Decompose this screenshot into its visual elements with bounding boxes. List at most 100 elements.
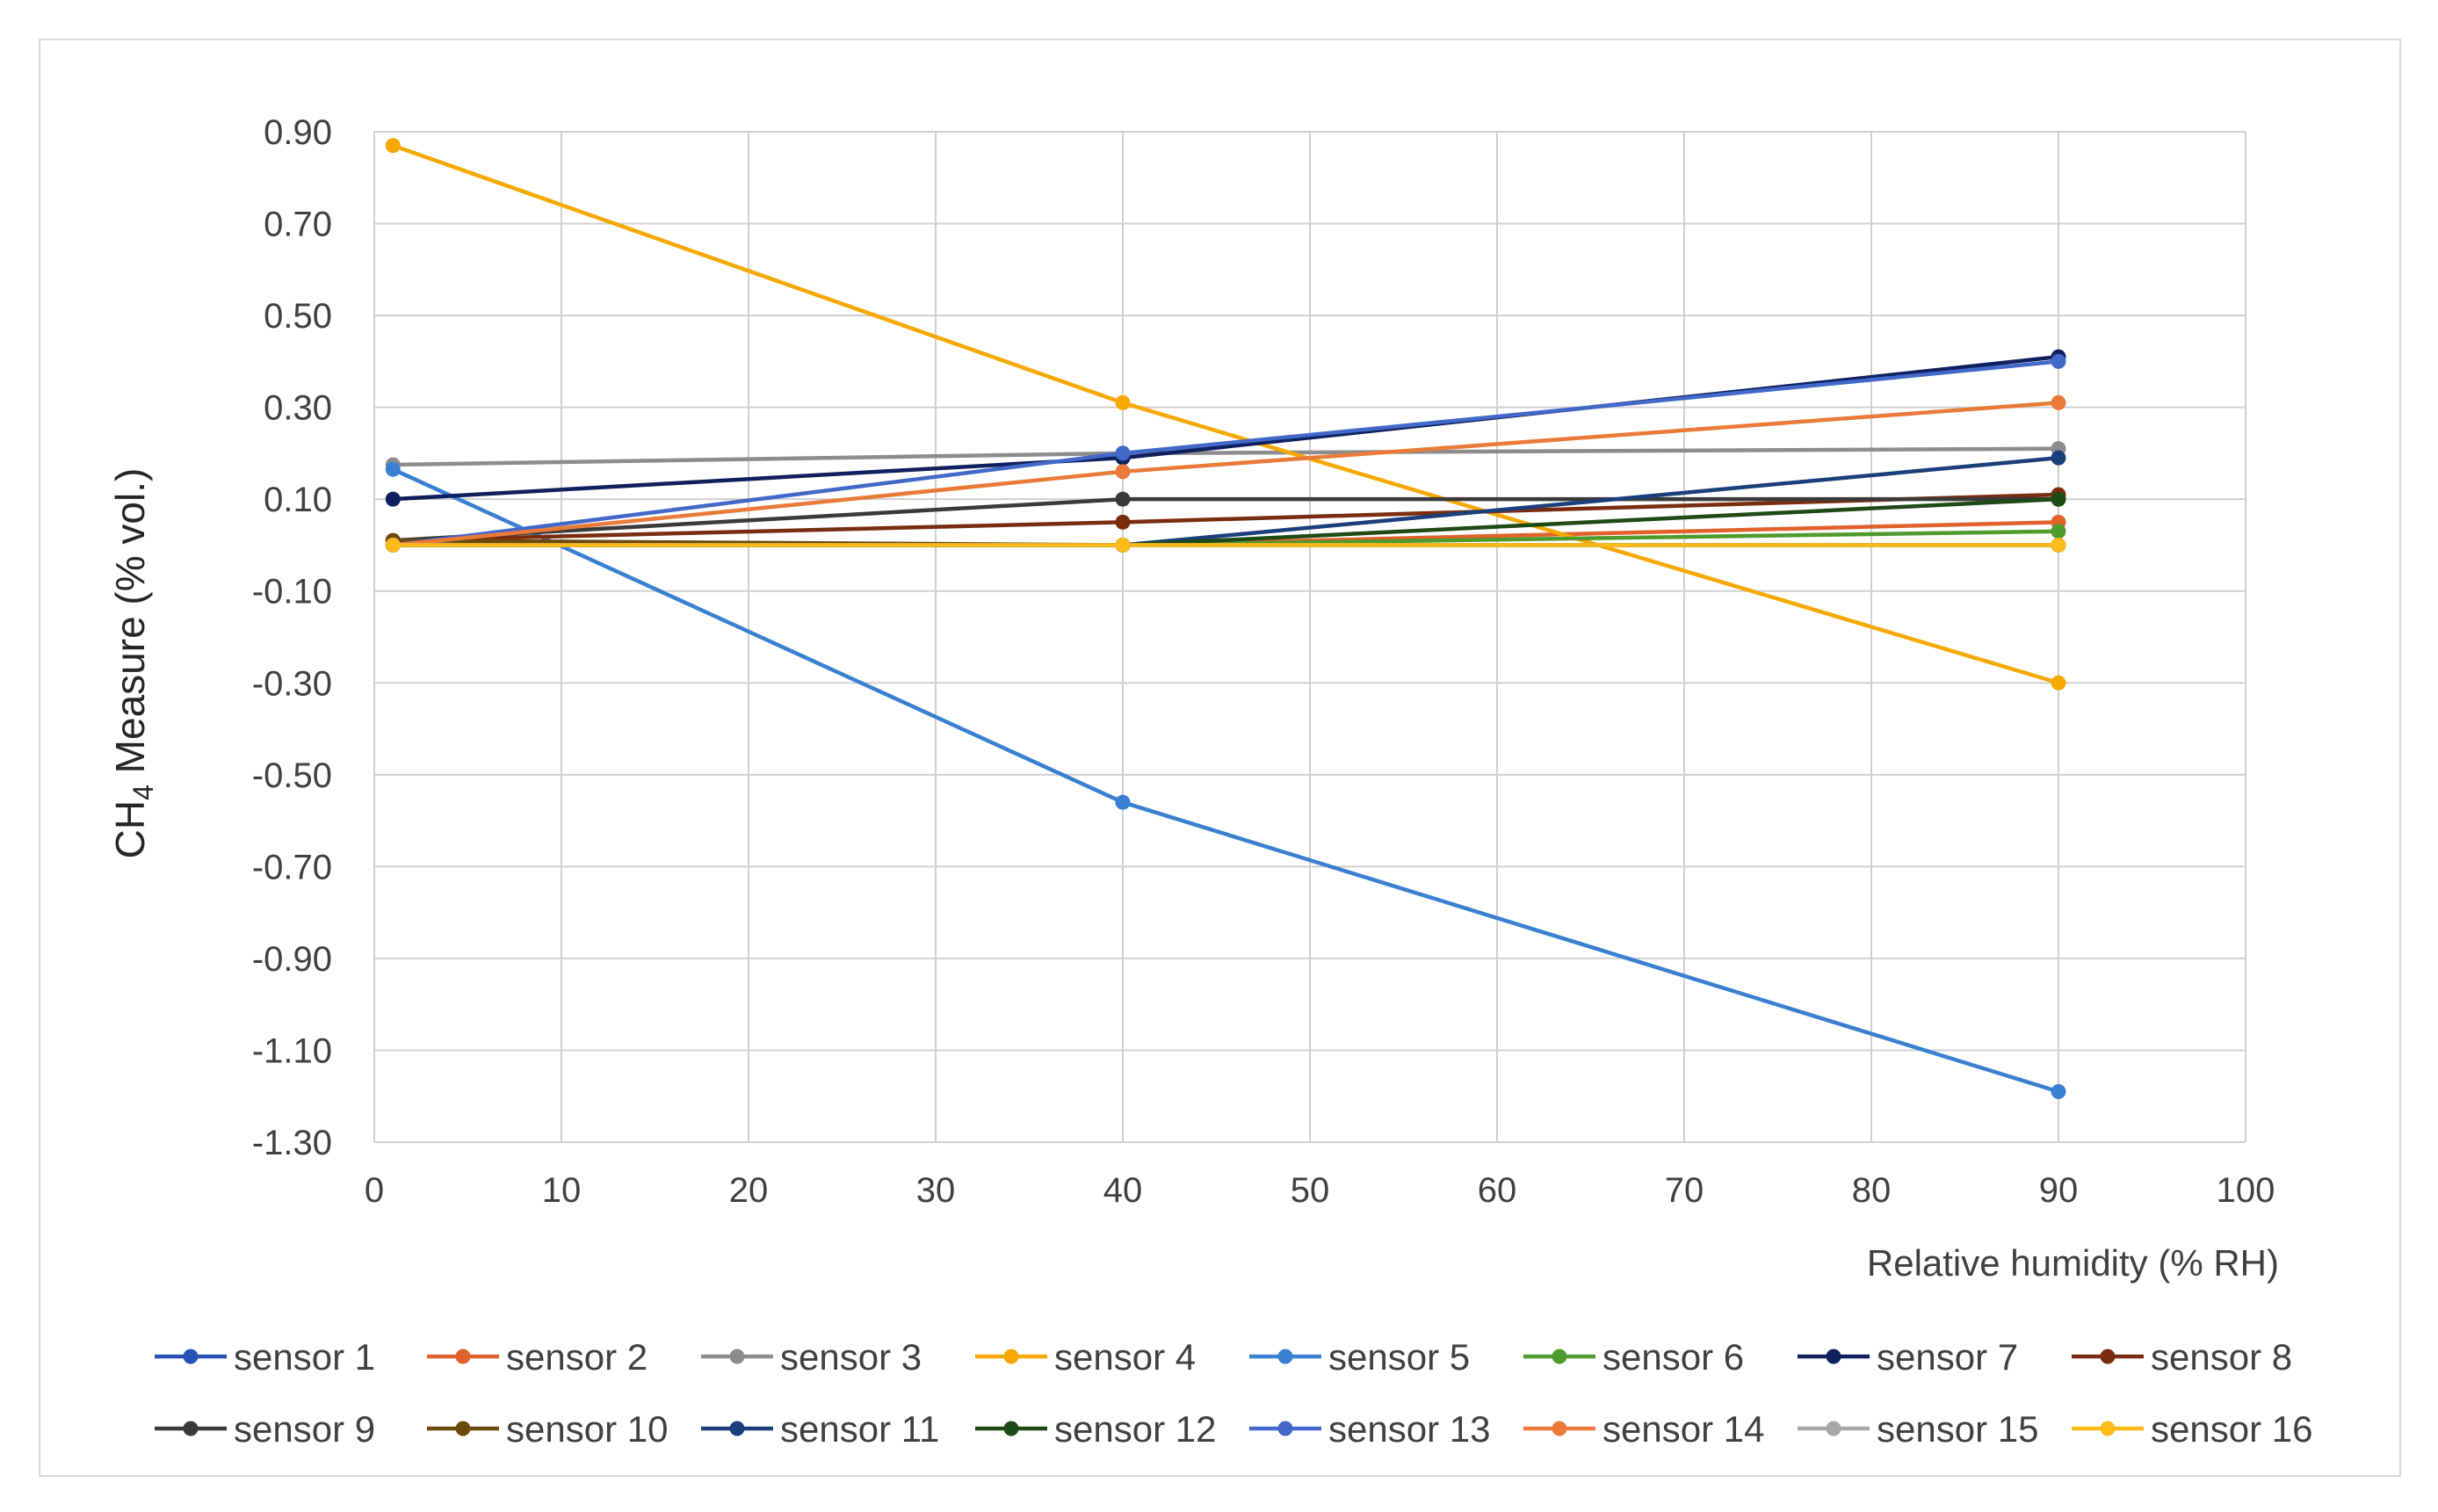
data-point [2051, 1084, 2066, 1099]
legend-item[interactable]: sensor 7 [1798, 1336, 2018, 1378]
legend-label: sensor 15 [1877, 1408, 2038, 1450]
data-point [1115, 514, 1131, 530]
legend-item[interactable]: sensor 16 [2072, 1408, 2312, 1450]
y-tick-label: -1.10 [252, 1031, 332, 1070]
legend-item[interactable]: sensor 6 [1523, 1336, 1744, 1378]
x-tick-label: 100 [2217, 1171, 2275, 1210]
y-tick-label: -1.30 [252, 1124, 332, 1162]
legend-label: sensor 1 [234, 1336, 375, 1378]
legend-swatch-marker [2100, 1349, 2116, 1364]
y-tick-label: -0.70 [252, 848, 332, 886]
legend-item[interactable]: sensor 9 [155, 1408, 375, 1450]
legend-item[interactable]: sensor 11 [701, 1408, 939, 1450]
series-sensor-4 [385, 138, 2066, 691]
series-line [391, 467, 2061, 1094]
data-point [385, 491, 401, 507]
legend-label: sensor 11 [780, 1408, 939, 1450]
data-point [385, 461, 401, 477]
legend-swatch-marker [1003, 1349, 1019, 1364]
y-tick-label: -0.90 [252, 940, 332, 979]
data-point [1115, 491, 1131, 507]
legend-swatch-marker [1826, 1421, 1841, 1436]
y-tick-label: -0.10 [252, 573, 332, 611]
series-line [391, 354, 2061, 502]
legend-item[interactable]: sensor 4 [975, 1336, 1196, 1378]
x-tick-label: 80 [1852, 1171, 1892, 1210]
legend-swatch-marker [2100, 1421, 2116, 1436]
legend-swatch-marker [1552, 1421, 1567, 1436]
legend-label: sensor 10 [506, 1408, 668, 1450]
legend-item[interactable]: sensor 13 [1249, 1408, 1490, 1450]
series-lines [385, 138, 2066, 1099]
data-point [1115, 537, 1131, 553]
legend-swatch-marker [183, 1349, 199, 1364]
legend-label: sensor 3 [780, 1336, 922, 1378]
y-axis-title-prefix: CH [107, 800, 153, 858]
x-tick-label: 50 [1291, 1171, 1330, 1210]
data-point [1115, 464, 1131, 480]
legend-item[interactable]: sensor 2 [427, 1336, 647, 1378]
data-point [2051, 394, 2066, 410]
x-tick-label: 60 [1478, 1171, 1517, 1210]
y-tick-label: -0.30 [252, 664, 332, 703]
legend-item[interactable]: sensor 3 [701, 1336, 922, 1378]
legend-item[interactable]: sensor 8 [2072, 1336, 2292, 1378]
y-tick-labels: 0.90 0.70 0.50 0.30 0.10 -0.10 -0.30 -0.50 -0.70… [252, 113, 332, 1162]
x-tick-label: 30 [916, 1171, 956, 1210]
legend-label: sensor 13 [1328, 1408, 1490, 1450]
legend-label: sensor 14 [1602, 1408, 1764, 1450]
series-line [391, 143, 2061, 685]
legend-label: sensor 4 [1054, 1336, 1196, 1378]
data-point [385, 138, 401, 154]
legend-item[interactable]: sensor 12 [975, 1408, 1216, 1450]
series-line [391, 496, 2061, 547]
data-point [1115, 445, 1131, 461]
legend-label: sensor 16 [2151, 1408, 2312, 1450]
data-point [385, 537, 401, 553]
legend-swatch-marker [1003, 1421, 1019, 1436]
series-sensor-5 [385, 461, 2066, 1099]
legend-item[interactable]: sensor 1 [155, 1336, 375, 1378]
data-point [2051, 491, 2066, 507]
legend-item[interactable]: sensor 14 [1523, 1408, 1764, 1450]
legend-swatch-marker [455, 1349, 471, 1364]
line-chart: 0.90 0.70 0.50 0.30 0.10 -0.10 -0.30 -0.50 -0.70… [107, 113, 2312, 1450]
legend-swatch-marker [1826, 1349, 1841, 1364]
legend-label: sensor 2 [506, 1336, 647, 1378]
legend-label: sensor 12 [1054, 1408, 1216, 1450]
series-sensor-7 [385, 349, 2066, 507]
y-axis-title-subscript: 4 [127, 785, 159, 800]
data-point [2051, 524, 2066, 539]
x-tick-label: 20 [729, 1171, 769, 1210]
y-tick-label: 0.50 [264, 297, 332, 336]
legend-item[interactable]: sensor 5 [1249, 1336, 1470, 1378]
data-point [2051, 675, 2066, 691]
x-tick-label: 10 [542, 1171, 582, 1210]
legend-item[interactable]: sensor 15 [1798, 1408, 2038, 1450]
legend-swatch-marker [455, 1421, 471, 1436]
legend-label: sensor 9 [234, 1408, 375, 1450]
y-tick-label: 0.70 [264, 206, 332, 244]
data-point [2051, 537, 2066, 553]
series-sensor-16 [385, 537, 2066, 553]
y-tick-label: 0.90 [264, 113, 332, 152]
legend-label: sensor 5 [1328, 1336, 1470, 1378]
y-axis-title: CH4 Measure (% vol.) [107, 468, 159, 859]
legend-label: sensor 7 [1877, 1336, 2018, 1378]
legend-swatch-marker [1277, 1349, 1293, 1364]
series-line [391, 401, 2061, 547]
gridlines [373, 131, 2246, 1143]
legend-label: sensor 8 [2151, 1336, 2292, 1378]
x-axis-title: Relative humidity (% RH) [1867, 1242, 2279, 1284]
y-tick-label: 0.10 [264, 481, 332, 519]
x-tick-labels: 0 10 20 30 40 50 60 70 80 90 100 [365, 1171, 2275, 1210]
legend-swatch-marker [1552, 1349, 1567, 1364]
legend-item[interactable]: sensor 10 [427, 1408, 668, 1450]
legend-swatch-marker [729, 1421, 745, 1436]
x-tick-label: 40 [1103, 1171, 1143, 1210]
data-point [2051, 450, 2066, 466]
legend-swatch-marker [183, 1421, 199, 1436]
legend-swatch-marker [729, 1349, 745, 1364]
legend-label: sensor 6 [1602, 1336, 1744, 1378]
x-tick-label: 70 [1665, 1171, 1704, 1210]
